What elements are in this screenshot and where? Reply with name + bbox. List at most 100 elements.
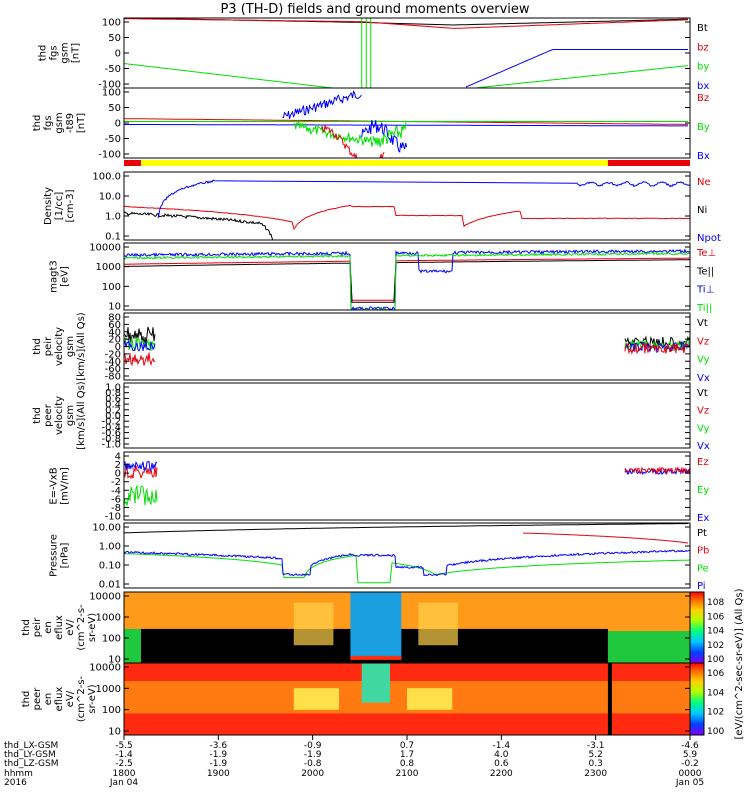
y-axis-label: (cm^2-s- <box>76 675 87 722</box>
legend-entry-ey: Ey <box>697 485 709 496</box>
series-trace-vx <box>124 339 156 352</box>
panel-frame <box>123 242 691 311</box>
x-tick-label: 0.6 <box>494 759 509 769</box>
y-axis-label: eV/ <box>65 690 76 707</box>
y-tick-label: -60 <box>105 364 121 375</box>
panel-frame <box>123 171 691 241</box>
mode-bar-segment <box>607 160 690 166</box>
legend-entry-bz: Bz <box>697 93 709 104</box>
y-tick-label: -0.4 <box>101 422 121 433</box>
y-axis-label: [eV] <box>60 266 71 287</box>
y-axis-label: -t89 <box>65 113 76 133</box>
y-tick-label: -50 <box>105 134 121 145</box>
panel-frame <box>123 312 691 381</box>
panel-fgs_gsm <box>123 17 691 89</box>
y-tick-label: 0.10 <box>99 561 121 572</box>
series-line-pi <box>124 549 690 577</box>
series-line-tepar <box>124 259 690 303</box>
legend-entry-by: by <box>697 62 709 73</box>
y-tick-label: 2 <box>115 460 121 471</box>
y-tick-label: 100 <box>102 705 121 716</box>
y-axis-label: (cm^2-s- <box>76 604 87 651</box>
series-trace-ez <box>624 465 690 476</box>
y-tick-label: 10 <box>108 727 121 738</box>
y-tick-label: -20 <box>105 349 121 360</box>
x-tick-label: 0.8 <box>400 759 415 769</box>
panel-frame <box>123 451 691 521</box>
x-tick-label: 1.7 <box>400 750 414 760</box>
y-axis-label: eflux <box>54 687 65 712</box>
legend-entry-ne: Ne <box>697 177 711 188</box>
y-axis-label: peir <box>43 336 54 356</box>
y-axis-label: thd <box>32 338 43 355</box>
panel-frame <box>123 87 691 159</box>
mode-bar-segment <box>124 160 141 166</box>
y-axis-label: en <box>43 621 54 634</box>
x-tick-label: 4.0 <box>494 750 509 760</box>
x-tick-label: -1.4 <box>493 741 511 751</box>
x-row-label: thd_LZ-GSM <box>4 759 59 769</box>
y-tick-label: 1000 <box>96 684 121 695</box>
series-trace-ez <box>124 465 158 480</box>
y-tick-label: 100 <box>102 634 121 645</box>
x-tick-label: 0.3 <box>589 759 603 769</box>
y-tick-label: 1.0 <box>105 383 121 394</box>
y-axis-label: peir <box>32 617 43 637</box>
panel-frame <box>123 522 691 589</box>
y-tick-label: 4 <box>115 452 121 463</box>
y-axis-label: fgs <box>43 115 54 130</box>
panel-frame <box>123 17 691 89</box>
series-line-pe <box>124 553 690 584</box>
y-axis-label: [km/s](All Qs) <box>76 381 87 449</box>
x-tick-label: -0.8 <box>304 759 322 769</box>
legend-entry-te||: Te|| <box>696 266 714 277</box>
series-trace-bx <box>282 90 362 119</box>
y-axis-label: [cm-3] <box>65 189 76 222</box>
legend-entry-vt: Vt <box>697 388 708 399</box>
colorbar-tick-label: 100 <box>707 655 724 665</box>
y-tick-label: 60 <box>108 320 121 331</box>
series-trace-vz <box>124 352 156 367</box>
y-tick-label: 100 <box>102 282 121 293</box>
x-tick-label: -1.4 <box>115 750 133 760</box>
y-axis-label: [nPa] <box>60 542 71 568</box>
y-tick-label: 100.0 <box>92 172 121 183</box>
y-axis-label: gsm <box>54 112 65 133</box>
x-tick-label: -1.9 <box>210 759 228 769</box>
y-axis-label: thd <box>21 619 32 636</box>
y-tick-label: 10000 <box>89 663 121 674</box>
panel-peir_en <box>123 591 691 664</box>
x-tick-label: 2000 <box>301 769 324 779</box>
y-tick-label: -0.2 <box>101 417 121 428</box>
series-line-teperp <box>124 257 690 301</box>
x-row-label: hhmm <box>4 769 33 779</box>
legend-entry-vy: Vy <box>697 355 710 366</box>
y-tick-label: 100 <box>102 88 121 99</box>
series-line-ni <box>124 211 274 240</box>
legend-entry-pt: Pt <box>697 528 707 539</box>
legend-entry-ni: Ni <box>697 205 707 216</box>
colorbar-tick-label: 108 <box>707 598 724 608</box>
series-line-bx <box>465 49 688 88</box>
panel-efield <box>123 451 691 521</box>
colorbar-tick-label: 106 <box>707 612 724 622</box>
series-trace-ex <box>124 460 158 472</box>
x-tick-label: -1.9 <box>210 750 228 760</box>
x-tick-label: -3.6 <box>210 741 228 751</box>
y-tick-label: 1000 <box>96 262 121 273</box>
x-tick-label: -0.9 <box>304 741 322 751</box>
y-tick-label: 0 <box>115 469 121 480</box>
series-line-by <box>124 63 689 88</box>
y-tick-label: 80 <box>108 313 121 324</box>
x-tick-label: Jan 04 <box>109 778 138 788</box>
series-trace-vt <box>124 326 156 346</box>
y-tick-label: -40 <box>105 357 121 368</box>
y-axis-label: [mV/m] <box>60 467 71 505</box>
y-tick-label: 0.0 <box>105 411 121 422</box>
y-tick-label: 0 <box>115 119 121 130</box>
y-tick-label: 50 <box>108 33 121 44</box>
x-tick-label: 5.9 <box>683 750 698 760</box>
y-tick-label: 0.6 <box>105 394 121 405</box>
legend-entry-by: By <box>697 122 710 133</box>
